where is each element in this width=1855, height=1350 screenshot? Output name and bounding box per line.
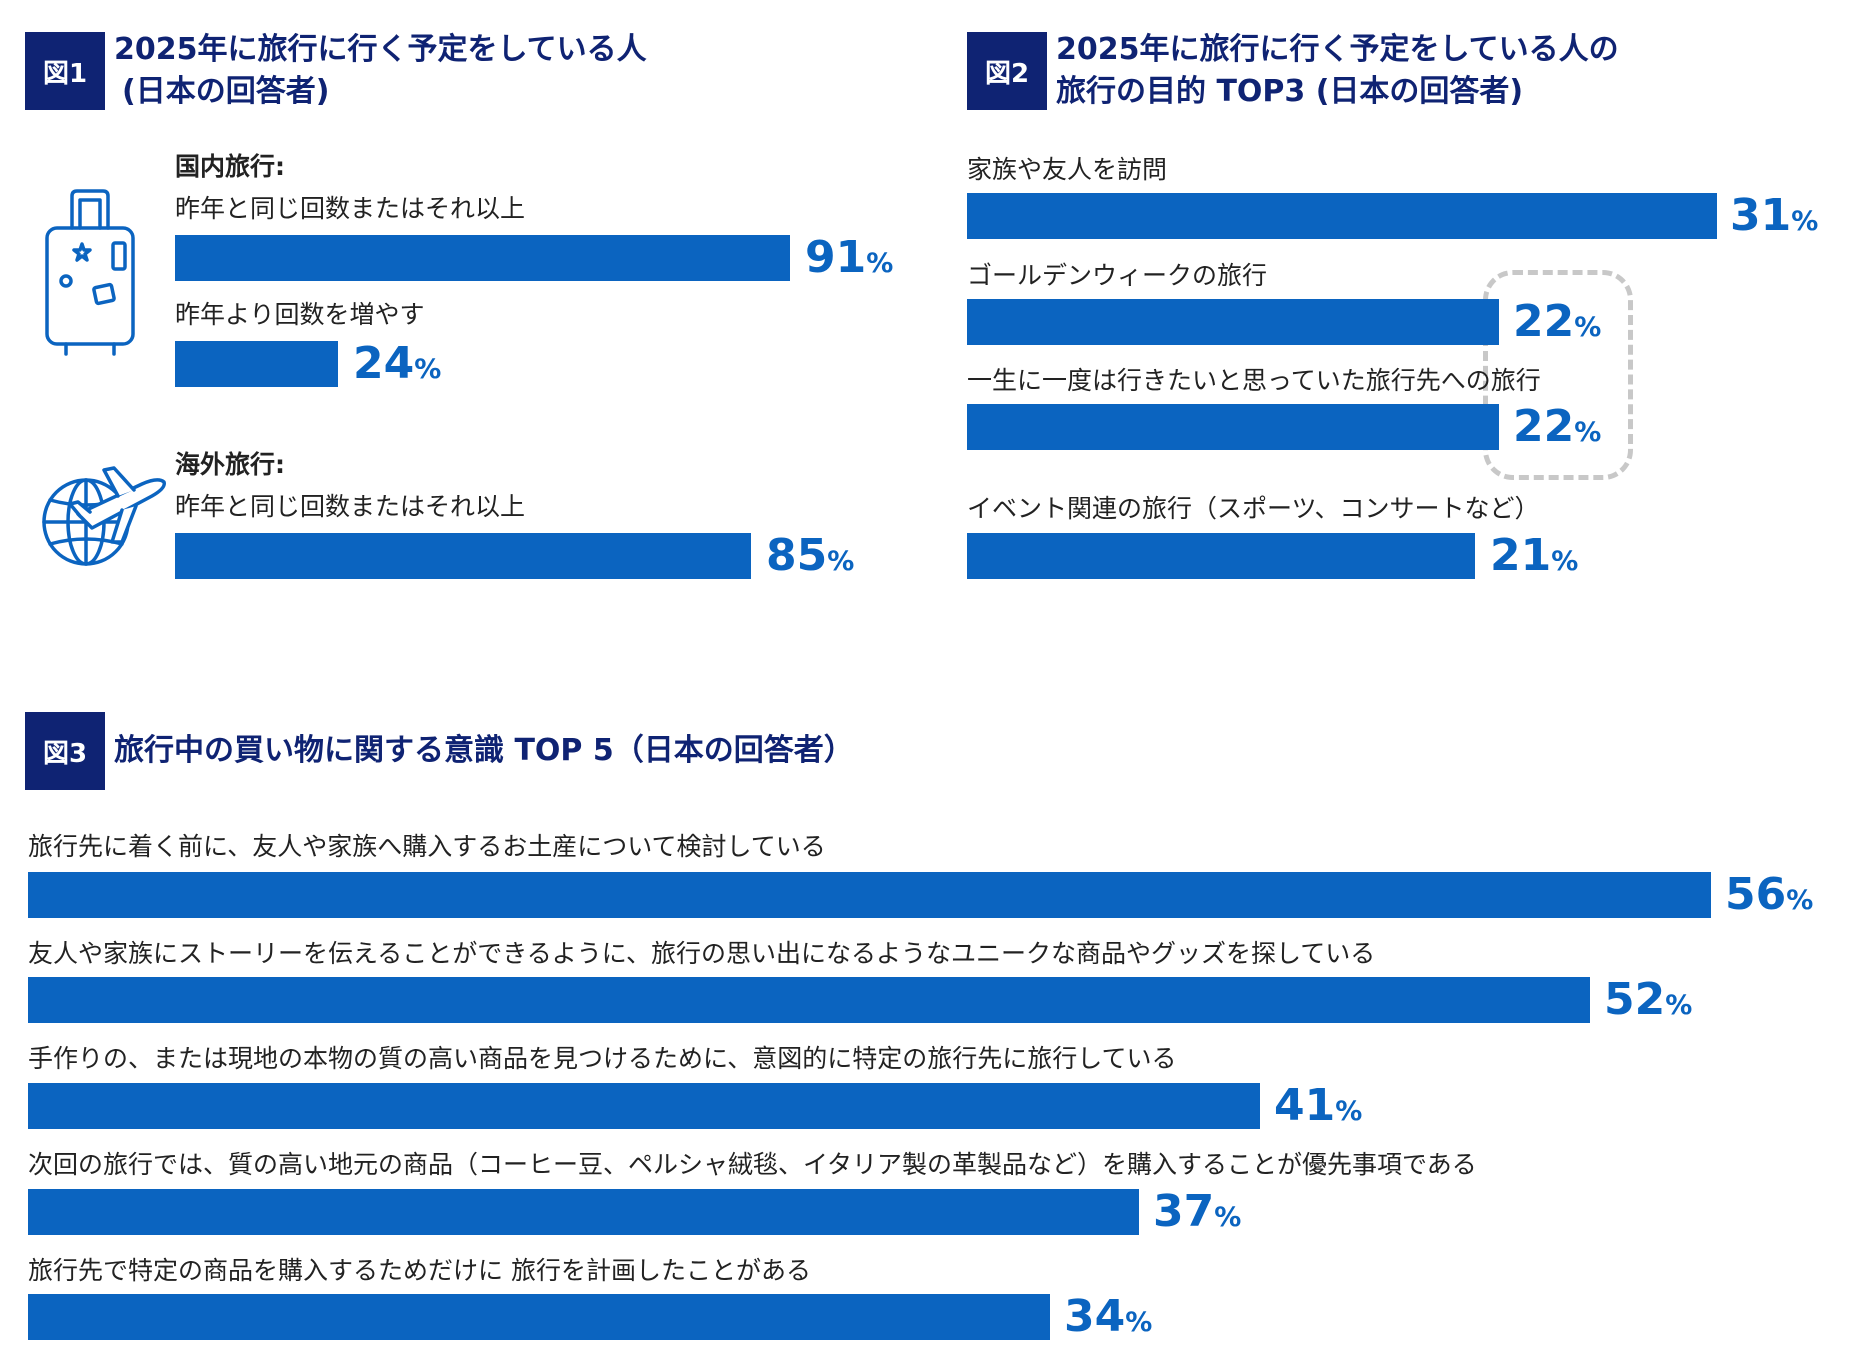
chart1-group1-heading: 国内旅行:	[175, 152, 285, 181]
chart3-label5: 旅行先で特定の商品を購入するためだけに 旅行を計画したことがある	[28, 1256, 811, 1285]
chart3-bar1	[28, 872, 1711, 918]
chart1-g2-label1: 昨年と同じ回数またはそれ以上	[175, 492, 526, 521]
highlight-dashed-box	[1483, 270, 1633, 480]
chart3-value2: 52%	[1604, 974, 1693, 1025]
chart1-g1-bar2	[175, 341, 338, 387]
chart3-bar4	[28, 1189, 1139, 1235]
chart3-value3: 41%	[1274, 1080, 1363, 1131]
chart2-bar3	[967, 404, 1499, 450]
chart1-g1-bar1	[175, 235, 790, 281]
chart3-value5: 34%	[1064, 1291, 1153, 1342]
chart2-value2: 22%	[1513, 296, 1602, 347]
chart2-label3: 一生に一度は行きたいと思っていた旅行先への旅行	[967, 366, 1541, 395]
chart2-bar1	[967, 193, 1717, 239]
chart2-label1: 家族や友人を訪問	[967, 155, 1168, 184]
chart3-bar5	[28, 1294, 1050, 1340]
chart3-title: 旅行中の買い物に関する意識 TOP 5（日本の回答者）	[114, 733, 854, 768]
chart1-g1-value1: 91%	[805, 232, 894, 283]
chart1-group2-heading: 海外旅行:	[175, 450, 285, 479]
chart3-label3: 手作りの、または現地の本物の質の高い商品を見つけるために、意図的に特定の旅行先に…	[28, 1044, 1177, 1073]
chart1-title-line2: (日本の回答者)	[122, 74, 330, 109]
chart1-g1-value2: 24%	[353, 338, 442, 389]
figure-badge-3: 図3	[25, 712, 105, 790]
chart3-bar3	[28, 1083, 1260, 1129]
chart3-label1: 旅行先に着く前に、友人や家族へ購入するお土産について検討している	[28, 832, 826, 861]
chart2-title-line1: 2025年に旅行に行く予定をしている人の	[1056, 32, 1619, 67]
figure-badge-2: 図2	[967, 32, 1047, 110]
chart3-bar2	[28, 977, 1590, 1023]
chart1-g1-label1: 昨年と同じ回数またはそれ以上	[175, 194, 526, 223]
chart1-title-line1: 2025年に旅行に行く予定をしている人	[114, 32, 647, 67]
chart2-label4: イベント関連の旅行（スポーツ、コンサートなど）	[967, 494, 1540, 523]
chart3-value1: 56%	[1725, 869, 1814, 920]
chart2-label2: ゴールデンウィークの旅行	[967, 261, 1268, 290]
suitcase-icon	[45, 189, 135, 356]
chart1-g2-bar1	[175, 533, 751, 579]
chart1-g2-value1: 85%	[766, 530, 855, 581]
chart1-g1-label2: 昨年より回数を増やす	[175, 300, 425, 329]
chart2-title-line2: 旅行の目的 TOP3 (日本の回答者)	[1056, 74, 1524, 109]
chart2-value4: 21%	[1490, 530, 1579, 581]
chart2-bar2	[967, 299, 1499, 345]
chart2-bar4	[967, 533, 1475, 579]
chart3-value4: 37%	[1153, 1186, 1242, 1237]
figure-badge-1: 図1	[25, 32, 105, 110]
chart3-label2: 友人や家族にストーリーを伝えることができるように、旅行の思い出になるようなユニー…	[28, 939, 1376, 968]
chart2-value1: 31%	[1730, 190, 1819, 241]
chart2-value3: 22%	[1513, 401, 1602, 452]
chart3-label4: 次回の旅行では、質の高い地元の商品（コーヒー豆、ペルシャ絨毯、イタリア製の革製品…	[28, 1150, 1477, 1179]
globe-plane-icon	[42, 466, 166, 566]
